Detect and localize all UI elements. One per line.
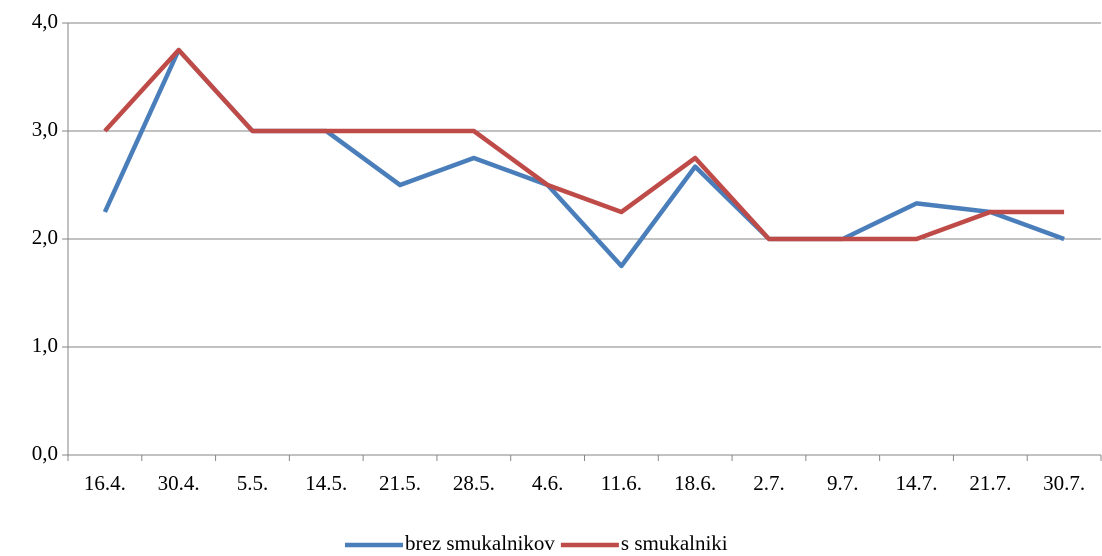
y-tick-label: 1,0 bbox=[32, 333, 58, 357]
legend-label: s smukalniki bbox=[621, 531, 728, 555]
y-tick-label: 2,0 bbox=[32, 225, 58, 249]
x-tick-label: 21.5. bbox=[379, 471, 421, 495]
y-tick-label: 4,0 bbox=[32, 9, 58, 33]
x-tick-label: 14.5. bbox=[305, 471, 347, 495]
x-tick-label: 30.4. bbox=[158, 471, 200, 495]
x-tick-label: 11.6. bbox=[601, 471, 642, 495]
x-tick-label: 21.7. bbox=[969, 471, 1011, 495]
x-tick-label: 4.6. bbox=[532, 471, 564, 495]
y-tick-label: 0,0 bbox=[32, 441, 58, 465]
x-tick-label: 14.7. bbox=[896, 471, 938, 495]
x-tick-label: 28.5. bbox=[453, 471, 495, 495]
x-tick-label: 16.4. bbox=[84, 471, 126, 495]
line-series bbox=[103, 47, 1065, 242]
line-series bbox=[102, 47, 1065, 269]
x-tick-label: 5.5. bbox=[237, 471, 269, 495]
x-tick-label: 18.6. bbox=[674, 471, 716, 495]
legend-label: brez smukalnikov bbox=[405, 531, 555, 555]
x-tick-label: 2.7. bbox=[753, 471, 785, 495]
x-tick-label: 30.7. bbox=[1043, 471, 1085, 495]
y-tick-label: 3,0 bbox=[32, 117, 58, 141]
x-tick-label: 9.7. bbox=[827, 471, 859, 495]
